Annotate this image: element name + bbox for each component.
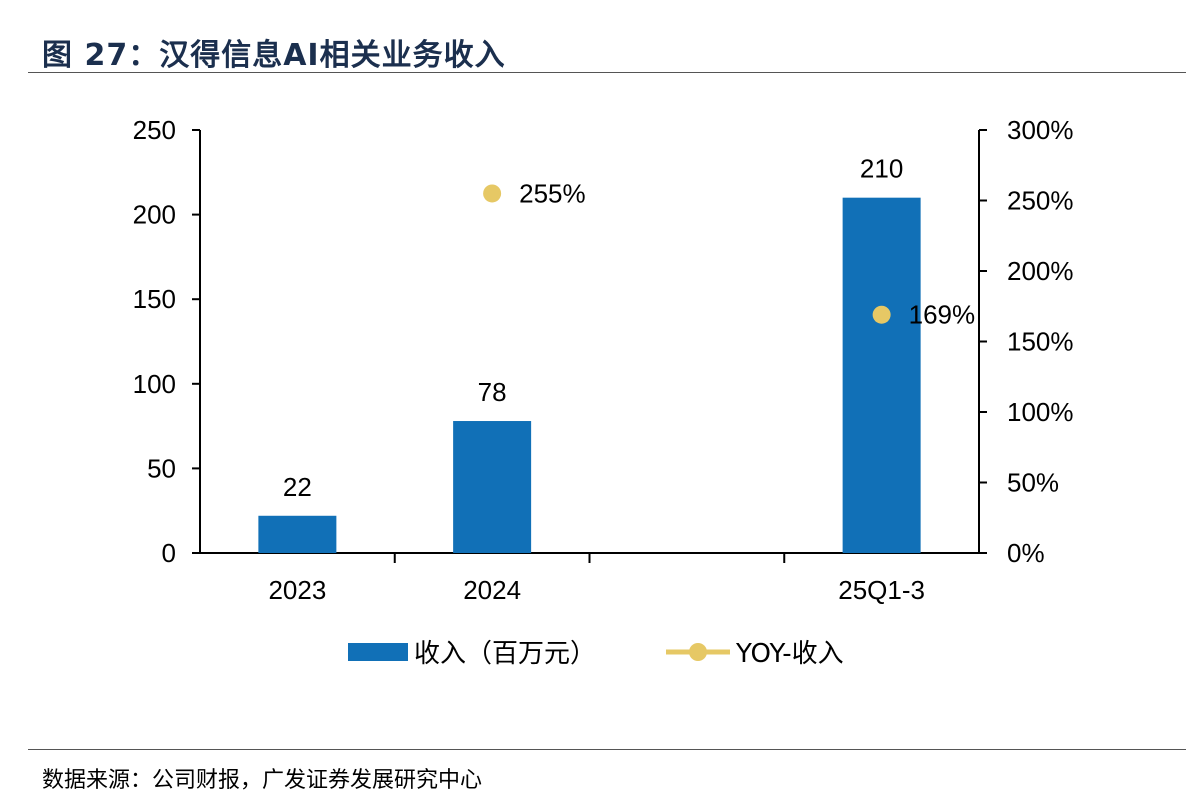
yoy-data-label: 169% <box>909 300 976 330</box>
y-left-tick-label: 50 <box>147 453 176 483</box>
y-right-tick-label: 100% <box>1007 397 1074 427</box>
chart-title: 图 27：汉得信息AI相关业务收入 <box>42 38 506 73</box>
x-tick-label: 25Q1-3 <box>838 575 925 605</box>
bar-data-label: 78 <box>478 377 507 407</box>
y-right-tick-label: 50% <box>1007 468 1059 498</box>
yoy-data-label: 255% <box>519 178 586 208</box>
x-tick-label: 2023 <box>268 575 326 605</box>
bar-revenue <box>453 421 532 553</box>
y-right-tick-label: 250% <box>1007 186 1074 216</box>
legend-revenue-label: 收入（百万元） <box>414 639 596 669</box>
yoy-point <box>872 305 891 324</box>
chart: 0 50 100 150 200 250 0% 50% 100% 150% 200% 250% 300%… <box>133 115 1074 669</box>
y-left-tick-label: 150 <box>133 284 176 314</box>
footer-divider <box>28 749 1186 750</box>
y-left-tick-label: 250 <box>133 115 176 145</box>
y-left-tick-label: 0 <box>162 538 176 568</box>
legend-revenue-swatch <box>348 643 408 661</box>
legend-yoy-label: YOY-收入 <box>735 639 844 669</box>
bar-revenue <box>258 515 337 553</box>
y-right-tick-label: 0% <box>1007 538 1045 568</box>
y-left-tick-label: 200 <box>133 200 176 230</box>
y-right-tick-label: 150% <box>1007 327 1074 357</box>
bar-data-label: 22 <box>283 472 312 502</box>
y-right-tick-label: 200% <box>1007 256 1074 286</box>
y-right-tick-label: 300% <box>1007 115 1074 145</box>
header-divider <box>28 72 1186 73</box>
bar-revenue <box>842 197 921 553</box>
legend-yoy-marker <box>689 643 707 661</box>
data-source: 数据来源：公司财报，广发证券发展研究中心 <box>42 768 483 793</box>
y-left-tick-label: 100 <box>133 369 176 399</box>
bar-data-label: 210 <box>860 154 903 184</box>
yoy-point <box>483 184 502 203</box>
x-tick-label: 2024 <box>463 575 521 605</box>
